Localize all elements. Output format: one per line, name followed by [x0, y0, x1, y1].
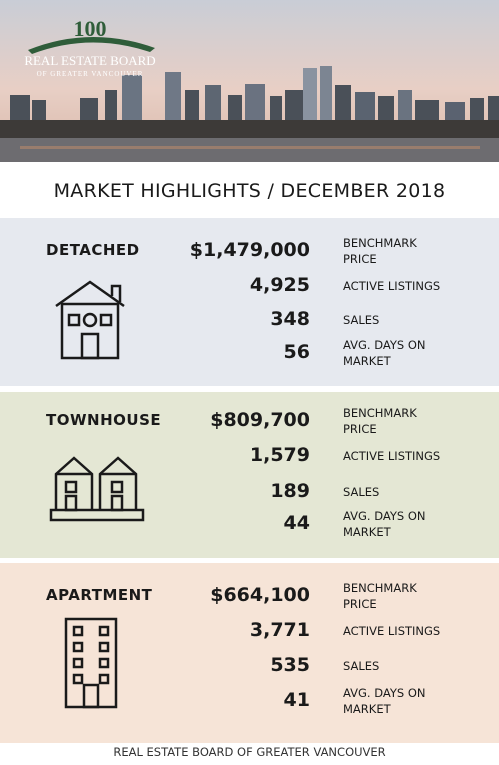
- logo-subtitle: OF GREATER VANCOUVER: [37, 70, 144, 78]
- stat-label: SALES: [343, 659, 380, 673]
- stat-value: 41: [283, 689, 310, 711]
- stat-label: BENCHMARK PRICE: [343, 581, 417, 611]
- section-name: TOWNHOUSE: [46, 411, 162, 429]
- stat-value: 4,925: [249, 274, 310, 296]
- stat-label: AVG. DAYS ON MARKET: [343, 509, 426, 539]
- section: TOWNHOUSE $809,700 BENCHMARK PRICE 1,579 ACT…: [0, 392, 499, 558]
- stat-label: BENCHMARK PRICE: [343, 236, 417, 266]
- stat-label: SALES: [343, 485, 380, 499]
- stat-value: $1,479,000: [189, 239, 310, 261]
- stat-label: AVG. DAYS ON MARKET: [343, 338, 426, 368]
- stat-value: $664,100: [210, 584, 310, 606]
- stat-label: SALES: [343, 313, 380, 327]
- stat-label: BENCHMARK PRICE: [343, 406, 417, 436]
- footer: REAL ESTATE BOARD OF GREATER VANCOUVER: [113, 745, 386, 759]
- logo-title: REAL ESTATE BOARD: [24, 53, 155, 68]
- stat-value: 535: [270, 654, 310, 676]
- stat-value: 56: [283, 341, 310, 363]
- section: DETACHED $1,479,000 BENCHMARK PRICE 4,925 AC…: [0, 218, 499, 386]
- stat-label: ACTIVE LISTINGS: [343, 624, 441, 638]
- stat-label: ACTIVE LISTINGS: [343, 449, 441, 463]
- stat-value: 348: [270, 308, 310, 330]
- stat-value: $809,700: [210, 409, 310, 431]
- section-name: APARTMENT: [46, 586, 153, 604]
- section: APARTMENT $664,100 BENCHMARK PRICE 3,771 ACT…: [0, 563, 499, 743]
- stat-value: 44: [283, 512, 310, 534]
- stat-label: AVG. DAYS ON MARKET: [343, 686, 426, 716]
- section-icon: [49, 456, 145, 522]
- section-icon: [64, 617, 118, 709]
- stat-value: 1,579: [249, 444, 310, 466]
- logo-number: 100: [74, 16, 107, 41]
- stat-value: 189: [270, 480, 310, 502]
- section-name: DETACHED: [46, 241, 140, 259]
- title: MARKET HIGHLIGHTS / DECEMBER 2018: [53, 180, 446, 202]
- stat-value: 3,771: [249, 619, 310, 641]
- header-image: 100 REAL ESTATE BOARD OF GREATER VANCOUV…: [0, 0, 499, 162]
- stat-label: ACTIVE LISTINGS: [343, 279, 441, 293]
- section-icon: [55, 280, 125, 360]
